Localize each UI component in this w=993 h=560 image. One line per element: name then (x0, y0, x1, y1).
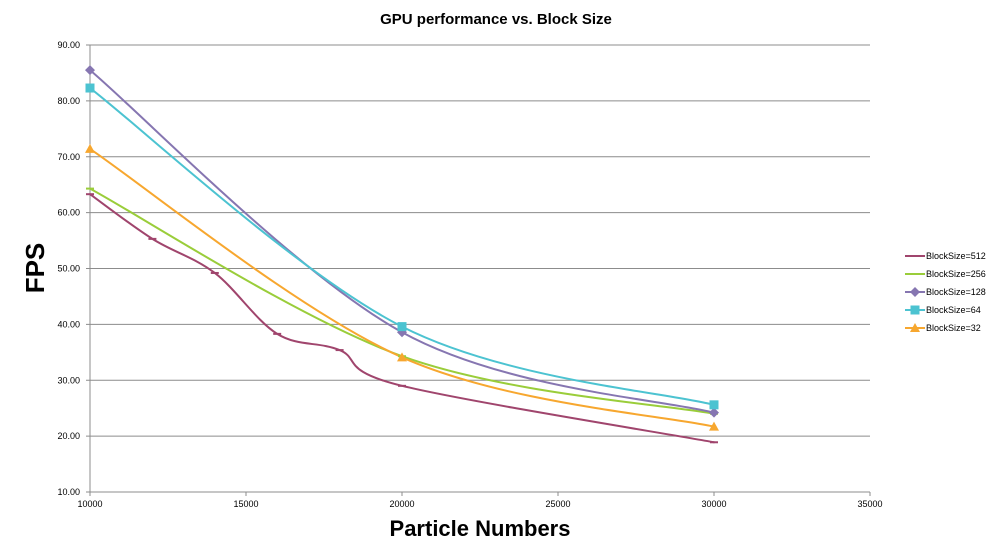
legend-marker (910, 287, 920, 297)
x-tick-label: 20000 (389, 499, 414, 509)
data-point (709, 421, 719, 431)
y-tick-label: 50.00 (57, 264, 80, 274)
data-point (85, 143, 95, 153)
data-point (85, 65, 95, 76)
y-axis-label: FPS (20, 243, 50, 294)
series-line-0 (89, 193, 715, 444)
data-point (210, 271, 219, 274)
legend-item: BlockSize=128 (905, 287, 986, 297)
axes (86, 44, 871, 496)
data-point (397, 352, 407, 362)
legend-marker (911, 273, 919, 275)
data-point (710, 441, 718, 444)
data-point (86, 193, 94, 196)
data-point (148, 237, 157, 240)
data-point (85, 83, 95, 93)
legend-item: BlockSize=512 (905, 251, 986, 261)
x-tick-label: 35000 (857, 499, 882, 509)
legend-item: BlockSize=64 (905, 305, 981, 315)
data-point (397, 322, 407, 332)
x-tick-label: 10000 (77, 499, 102, 509)
y-tick-label: 30.00 (57, 375, 80, 385)
y-tick-label: 20.00 (57, 431, 80, 441)
y-tick-label: 80.00 (57, 96, 80, 106)
y-tick-label: 10.00 (57, 487, 80, 497)
legend-label: BlockSize=64 (926, 305, 981, 315)
data-point (335, 349, 344, 352)
x-tick-label: 15000 (233, 499, 258, 509)
legend-item: BlockSize=256 (905, 269, 986, 279)
legend: BlockSize=512 BlockSize=256 BlockSize=128 B… (905, 251, 986, 333)
chart-title: GPU performance vs. Block Size (380, 11, 612, 28)
legend-label: BlockSize=32 (926, 323, 981, 333)
x-tick-label: 25000 (545, 499, 570, 509)
legend-label: BlockSize=256 (926, 269, 986, 279)
y-tick-label: 70.00 (57, 152, 80, 162)
legend-marker (910, 305, 920, 315)
tick-labels: 10.00 20.00 30.00 40.00 50.00 60.00 70.00 80.00… (57, 40, 882, 509)
data-point (709, 400, 719, 410)
legend-item: BlockSize=32 (905, 323, 981, 333)
legend-marker (910, 323, 920, 332)
data-point (709, 407, 719, 418)
series-markers (85, 65, 719, 444)
data-point (273, 332, 282, 335)
grid-lines (90, 44, 870, 493)
data-point (398, 384, 406, 387)
y-tick-label: 90.00 (57, 40, 80, 50)
x-tick-label: 30000 (701, 499, 726, 509)
legend-marker (911, 255, 919, 257)
legend-label: BlockSize=128 (926, 287, 986, 297)
legend-label: BlockSize=512 (926, 251, 986, 261)
data-point (86, 187, 94, 190)
x-axis-label: Particle Numbers (390, 516, 571, 541)
y-tick-label: 60.00 (57, 208, 80, 218)
y-tick-label: 40.00 (57, 319, 80, 329)
